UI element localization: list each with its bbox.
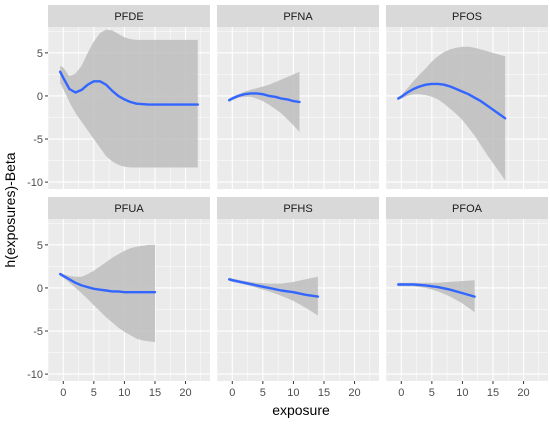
y-axis-ticks: 5 0 -5 -10 5 0 -5 -10 (27, 48, 48, 381)
strip-pfua (48, 197, 210, 219)
confidence-band-pfos (398, 46, 506, 181)
confidence-band-pfua (60, 244, 156, 343)
y-tick-label: -5 (33, 326, 43, 338)
strip-label-pfos: PFOS (452, 11, 482, 23)
strip-label-pfna: PFNA (283, 11, 313, 23)
y-tick-label: 5 (37, 48, 43, 60)
strip-label-pfhs: PFHS (283, 203, 312, 215)
x-axis-title: exposure (272, 402, 330, 418)
confidence-band-pfoa (398, 280, 475, 313)
x-axis-ticks: 0 5 10 15 20 0 5 10 15 20 0 5 10 15 20 (60, 381, 530, 399)
x-tick-label: 15 (149, 387, 161, 399)
confidence-band-pfde (60, 29, 198, 168)
grid-pfna (216, 27, 379, 189)
x-tick-label: 15 (487, 387, 499, 399)
series-line-pfde (59, 70, 200, 106)
x-tick-label: 20 (348, 387, 360, 399)
strip-pfoa (386, 197, 548, 219)
strip-pfna (217, 5, 379, 27)
x-tick-label: 20 (179, 387, 191, 399)
x-tick-label: 10 (456, 387, 468, 399)
confidence-band-pfna (229, 71, 300, 133)
panels-layer: PFDE PFNA PFOS PFUA PFHS PFOA (47, 5, 548, 381)
strip-label-pfoa: PFOA (452, 203, 483, 215)
y-tick-label: -10 (27, 369, 43, 381)
series-line-pfhs (227, 278, 320, 298)
strip-label-pfua: PFUA (114, 203, 144, 215)
panel-pfoa: PFOA (385, 197, 548, 381)
y-tick-label: 5 (37, 240, 43, 252)
panel-pfde: PFDE (47, 5, 210, 189)
x-tick-label: 0 (60, 387, 66, 399)
x-tick-label: 5 (429, 387, 435, 399)
strip-pfos (386, 5, 548, 27)
y-tick-label: -10 (27, 177, 43, 189)
x-tick-label: 0 (229, 387, 235, 399)
strip-pfde (48, 5, 210, 27)
series-line-pfna (227, 92, 301, 104)
y-tick-label: -5 (33, 134, 43, 146)
y-axis-title: h(exposures)-Beta (2, 152, 18, 267)
grid-pfoa (385, 219, 548, 381)
confidence-band-pfhs (229, 276, 318, 316)
x-tick-label: 5 (260, 387, 266, 399)
x-tick-label: 5 (91, 387, 97, 399)
panel-pfhs: PFHS (216, 197, 379, 381)
x-tick-label: 20 (517, 387, 529, 399)
x-tick-label: 10 (287, 387, 299, 399)
x-tick-label: 0 (398, 387, 404, 399)
strip-pfhs (217, 197, 379, 219)
series-line-pfoa (397, 283, 476, 298)
x-tick-label: 15 (318, 387, 330, 399)
series-line-pfua (59, 272, 157, 294)
strip-label-pfde: PFDE (114, 11, 143, 23)
series-line-pfos (397, 82, 507, 120)
y-tick-label: 0 (37, 283, 43, 295)
panel-pfos: PFOS (385, 5, 548, 189)
y-tick-label: 0 (37, 91, 43, 103)
panel-pfua: PFUA (47, 197, 210, 381)
panel-pfna: PFNA (216, 5, 379, 189)
x-tick-label: 10 (118, 387, 130, 399)
